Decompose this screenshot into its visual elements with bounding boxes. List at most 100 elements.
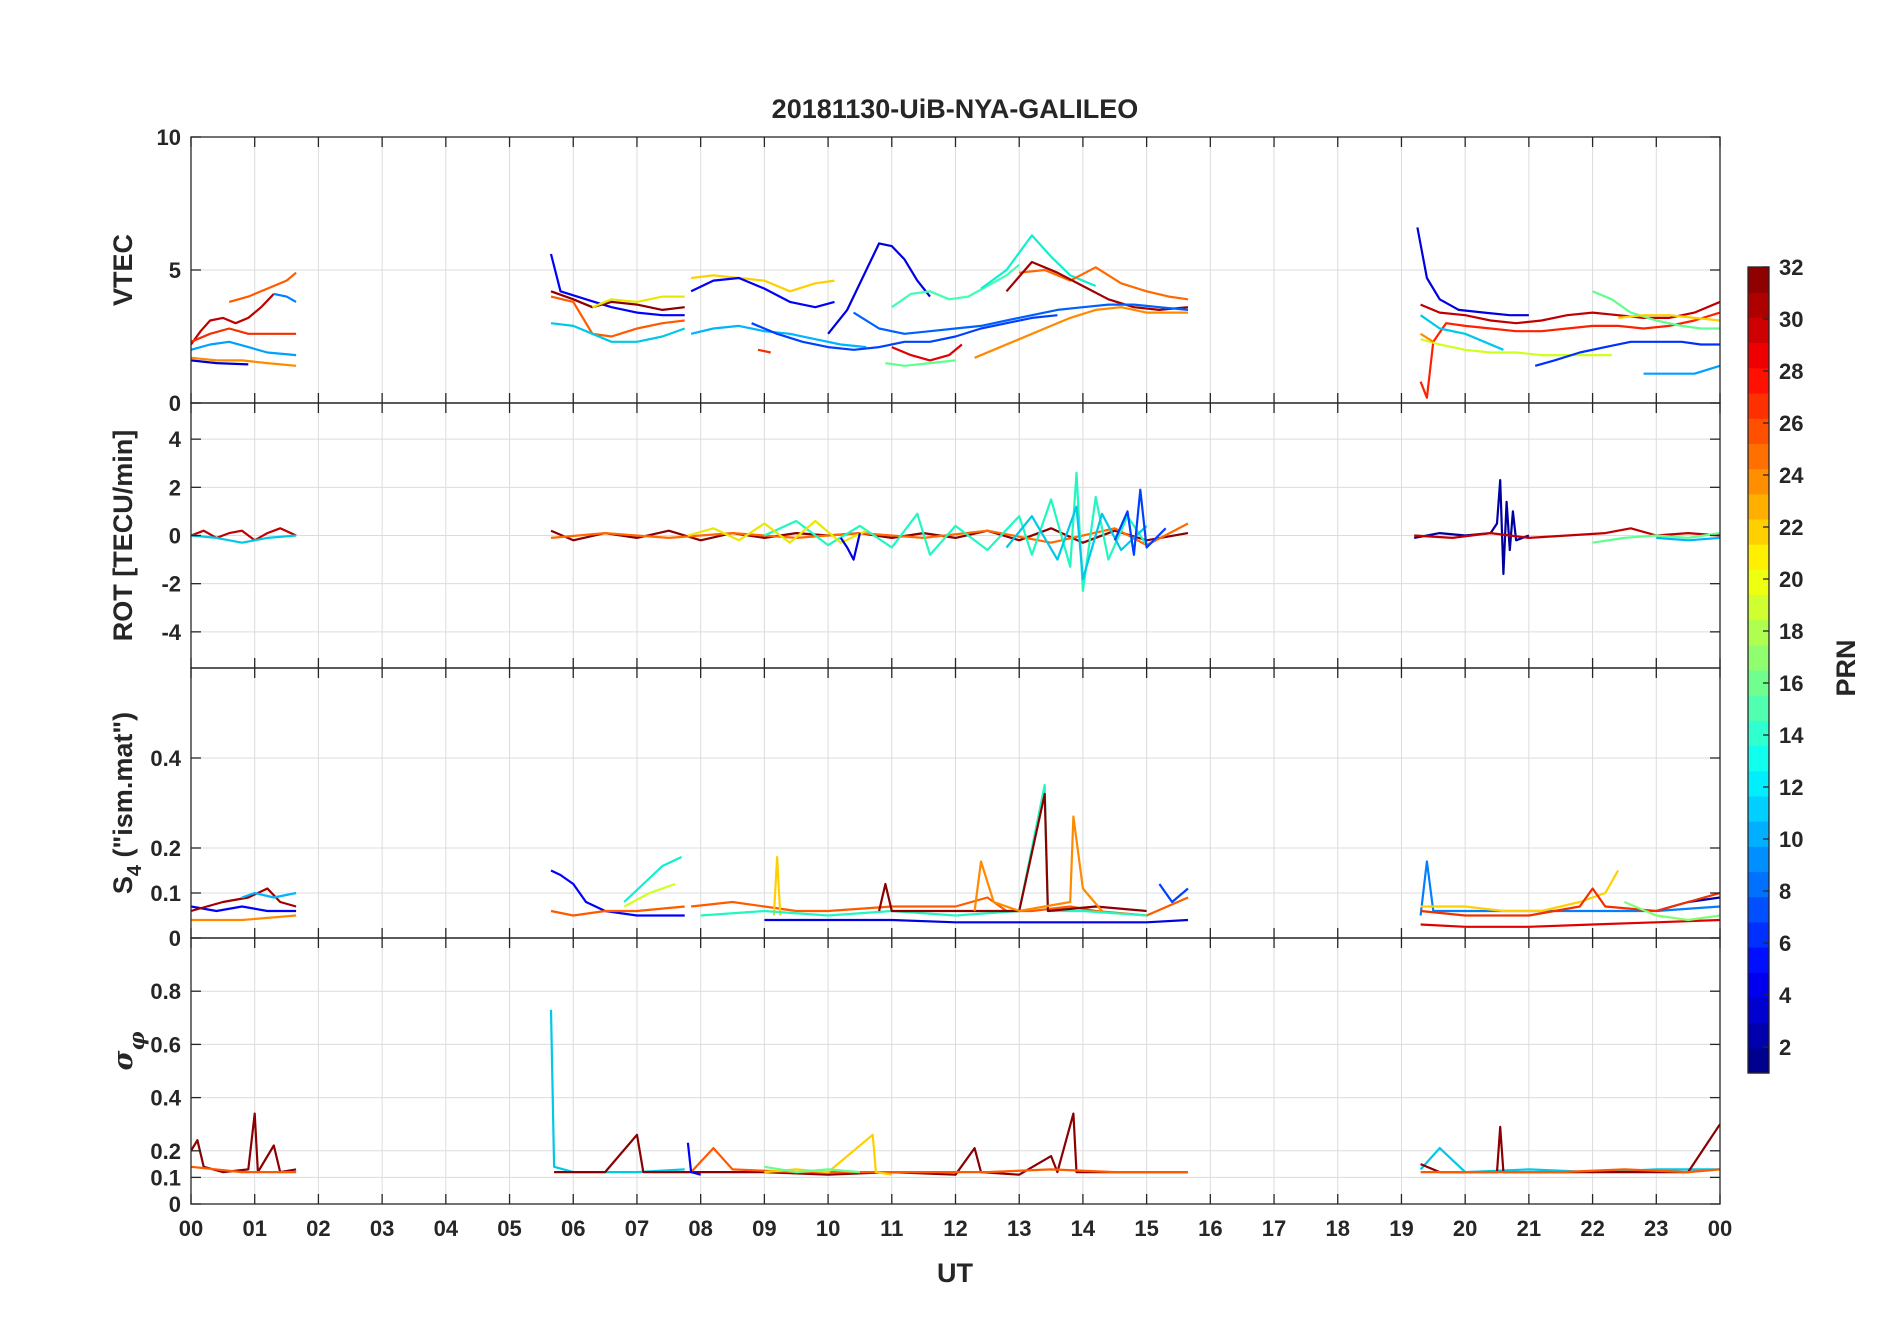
colorbar-step <box>1748 367 1769 394</box>
series-line-prn-3 <box>191 359 249 366</box>
x-tick-label: 23 <box>1644 1216 1668 1241</box>
y-tick-label: 0.1 <box>150 881 181 906</box>
series-line-prn-30 <box>1420 300 1720 325</box>
series-line-prn-19 <box>1420 338 1612 357</box>
x-axis-label: UT <box>937 1258 973 1288</box>
x-tick-label: 00 <box>1708 1216 1732 1241</box>
series-line-prn-7 <box>1158 883 1189 904</box>
x-tick-label: 14 <box>1071 1216 1096 1241</box>
colorbar-step <box>1748 770 1769 797</box>
series-line-prn-29 <box>891 343 963 362</box>
series-line-prn-10 <box>191 340 297 357</box>
colorbar-step <box>1748 795 1769 822</box>
series-line-prn-4 <box>839 532 861 561</box>
series-line-prn-7 <box>751 314 1058 351</box>
y-axis-label: σφ <box>108 1032 149 1071</box>
y-tick-label: 5 <box>169 258 181 283</box>
x-tick-label: 00 <box>179 1216 203 1241</box>
colorbar-step <box>1748 317 1769 344</box>
series-line-prn-32 <box>191 1112 297 1174</box>
colorbar-step <box>1748 921 1769 948</box>
series-line-prn-12 <box>1419 314 1504 351</box>
y-axis-label: ROT [TECU/min] <box>108 430 138 641</box>
y-tick-label: 0.2 <box>150 1139 181 1164</box>
y-tick-label: -2 <box>161 572 181 597</box>
series-line-prn-25 <box>1019 266 1189 301</box>
series-line-prn-16 <box>885 359 956 367</box>
y-tick-label: 10 <box>157 125 181 150</box>
x-tick-label: 11 <box>880 1216 903 1241</box>
series-line-prn-21 <box>1420 869 1620 913</box>
colorbar-step <box>1748 518 1769 545</box>
x-tick-label: 12 <box>943 1216 967 1241</box>
series-line-prn-28 <box>191 327 297 343</box>
series-group <box>191 471 1720 592</box>
series-line-prn-31 <box>1005 260 1189 311</box>
series-line-prn-4 <box>1416 227 1529 317</box>
colorbar-step <box>1748 871 1769 898</box>
colorbar-tick-label: 4 <box>1779 983 1792 1008</box>
y-tick-label: -4 <box>161 620 181 645</box>
colorbar-step <box>1748 896 1769 923</box>
x-tick-label: 09 <box>752 1216 776 1241</box>
colorbar-step <box>1748 418 1769 444</box>
series-line-prn-10 <box>1643 364 1720 375</box>
colorbar-step <box>1748 342 1769 369</box>
x-tick-label: 02 <box>306 1216 330 1241</box>
x-tick-label: 21 <box>1517 1216 1541 1241</box>
colorbar-step <box>1748 695 1769 721</box>
series-group <box>191 783 1720 928</box>
series-line-prn-32 <box>550 290 685 311</box>
series-line-prn-26 <box>550 905 685 917</box>
colorbar-tick-label: 12 <box>1779 775 1803 800</box>
colorbar-step <box>1748 997 1769 1024</box>
colorbar-tick-label: 10 <box>1779 827 1803 852</box>
series-line-prn-28 <box>757 348 771 354</box>
series-line-prn-21 <box>690 274 835 293</box>
colorbar-tick-label: 6 <box>1779 931 1791 956</box>
series-line-prn-8 <box>853 303 1189 335</box>
colorbar-tick-label: 14 <box>1779 723 1804 748</box>
series-line-prn-12 <box>550 322 686 343</box>
x-tick-label: 17 <box>1262 1216 1286 1241</box>
x-tick-label: 01 <box>242 1216 266 1241</box>
colorbar-step <box>1748 745 1769 772</box>
series-line-prn-16 <box>764 1165 860 1174</box>
series-line-prn-6 <box>1534 340 1720 367</box>
colorbar-step <box>1748 720 1769 747</box>
series-line-prn-12 <box>1005 505 1148 580</box>
y-tick-label: 0 <box>169 524 181 549</box>
x-tick-label: 05 <box>497 1216 521 1241</box>
colorbar-step <box>1748 468 1769 495</box>
series-line-prn-26 <box>191 1165 297 1174</box>
colorbar-tick-label: 8 <box>1779 879 1791 904</box>
series-line-prn-20 <box>591 295 685 309</box>
series-line-prn-11 <box>241 891 297 899</box>
series-line-prn-16 <box>1592 290 1720 330</box>
y-tick-label: 0 <box>169 1192 181 1217</box>
series-line-prn-16 <box>1592 532 1720 544</box>
series-line-prn-17 <box>1623 900 1720 922</box>
y-tick-label: 0 <box>169 926 181 951</box>
series-line-prn-29 <box>1420 918 1720 928</box>
colorbar-tick-label: 26 <box>1779 411 1803 436</box>
series-line-prn-11 <box>1656 536 1720 542</box>
panel-rot: -4 -2 0 2 4 ROT [TECU/min] <box>108 402 1721 669</box>
y-axis-label: S4 ("ism.mat") <box>108 712 146 894</box>
series-line-prn-30 <box>1414 527 1720 539</box>
colorbar-tick-label: 16 <box>1779 671 1803 696</box>
colorbar-step <box>1748 443 1769 470</box>
colorbar-step <box>1748 947 1769 973</box>
x-tick-label: 08 <box>688 1216 712 1241</box>
series-line-prn-24 <box>191 914 297 922</box>
x-tick-label: 22 <box>1580 1216 1604 1241</box>
series-line-prn-5 <box>191 905 297 913</box>
colorbar-tick-label: 30 <box>1779 307 1803 332</box>
colorbar-step <box>1748 619 1769 646</box>
chart-title: 20181130-UiB-NYA-GALILEO <box>772 94 1139 124</box>
series-line-prn-24 <box>973 815 1103 913</box>
colorbar-frame <box>1747 266 1770 1074</box>
